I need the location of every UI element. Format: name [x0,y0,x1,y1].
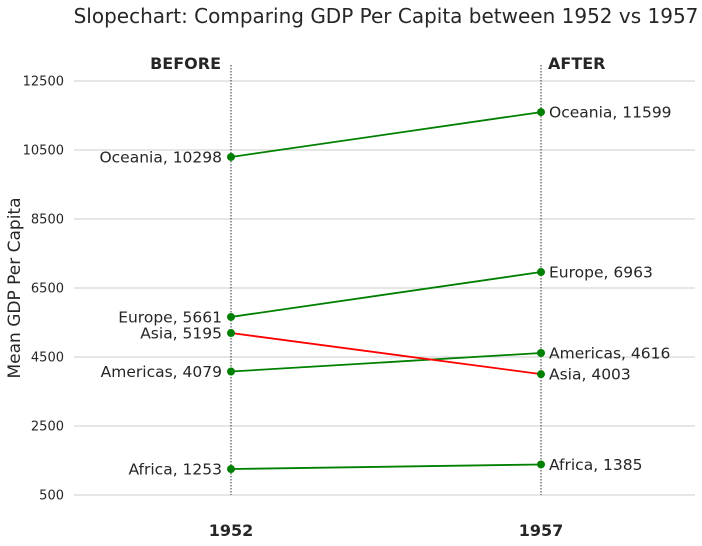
label-americas-1952: Americas, 4079 [101,363,222,381]
label-oceania-1957: Oceania, 11599 [549,104,672,122]
label-europe-1957: Europe, 6963 [549,264,653,282]
y-tick-6500: 6500 [31,282,64,297]
y-tick-2500: 2500 [31,420,64,435]
label-europe-1952: Europe, 5661 [118,308,222,326]
chart-title: Slopechart: Comparing GDP Per Capita bet… [74,4,699,28]
point-asia-1952 [227,329,235,338]
series-asia: Asia, 5195 Asia, 4003 [140,325,631,384]
series-oceania: Oceania, 10298 Oceania, 11599 [99,104,671,167]
slope-line-europe [230,271,542,318]
x-tick-1952: 1952 [209,521,254,540]
point-asia-1957 [537,370,545,379]
slope-line-africa [230,463,542,470]
point-europe-1952 [227,312,235,321]
y-tick-12500: 12500 [23,75,64,90]
point-oceania-1957 [537,108,545,117]
slope-line-asia [230,332,542,376]
y-tick-10500: 10500 [23,144,64,159]
before-header: BEFORE [150,54,221,73]
point-europe-1957 [537,268,545,277]
year-guides [230,65,542,495]
label-oceania-1952: Oceania, 10298 [99,148,222,166]
label-americas-1957: Americas, 4616 [549,344,670,362]
point-americas-1957 [537,348,545,357]
label-africa-1952: Africa, 1253 [128,461,222,479]
series-africa: Africa, 1253 Africa, 1385 [128,456,642,479]
series-americas: Americas, 4079 Americas, 4616 [101,344,671,381]
y-tick-500: 500 [39,489,64,504]
point-africa-1952 [227,465,235,474]
after-header: AFTER [548,54,605,73]
point-americas-1952 [227,367,235,376]
slope-line-oceania [230,111,542,158]
label-africa-1957: Africa, 1385 [549,456,643,474]
gridlines [74,80,695,496]
x-tick-labels: 1952 1957 [209,521,564,540]
slope-line-americas [230,352,542,373]
label-asia-1952: Asia, 5195 [140,325,222,343]
y-tick-labels: 500 2500 4500 6500 8500 10500 12500 [23,75,64,504]
label-asia-1957: Asia, 4003 [549,366,631,384]
y-axis-label: Mean GDP Per Capita [5,197,25,378]
y-tick-4500: 4500 [31,351,64,366]
point-africa-1957 [537,460,545,469]
y-tick-8500: 8500 [31,213,64,228]
x-tick-1957: 1957 [519,521,564,540]
series-europe: Europe, 5661 Europe, 6963 [118,264,653,327]
point-oceania-1952 [227,152,235,161]
